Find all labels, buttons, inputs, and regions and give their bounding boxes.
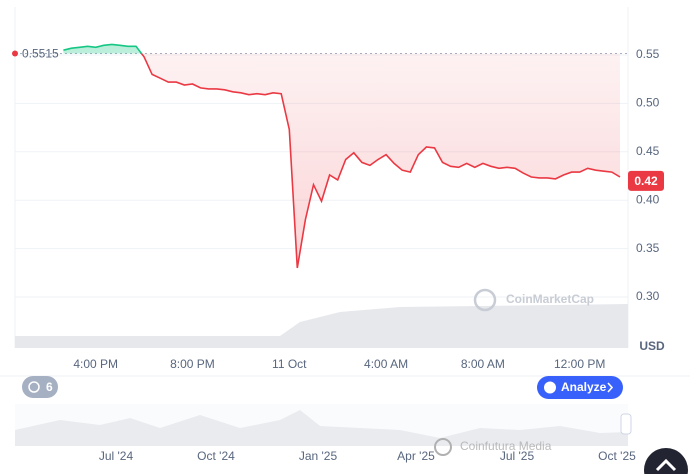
- line-down: [140, 53, 621, 269]
- x-tick-label: 8:00 AM: [461, 357, 505, 371]
- x-tick-label: 4:00 PM: [73, 357, 118, 371]
- navigator-area: [15, 410, 628, 446]
- badge-count: 6: [46, 380, 53, 394]
- watermark-icon: [434, 438, 452, 456]
- x-tick-label: 8:00 PM: [170, 357, 215, 371]
- x-tick-label: 11 Oct: [272, 357, 307, 371]
- y-tick-label: 0.35: [636, 241, 660, 255]
- plot: [15, 43, 628, 298]
- navigator-label: Oct '25: [598, 449, 636, 463]
- volume-area: [15, 304, 628, 348]
- baseline-label: 0.5515: [22, 47, 59, 61]
- y-tick-label: 0.55: [636, 47, 660, 61]
- button-label: Analyze: [561, 380, 607, 394]
- baseline-marker: [12, 50, 18, 57]
- navigator-label: Jan '25: [299, 449, 338, 463]
- badge[interactable]: 6: [22, 376, 58, 398]
- navigator-label: Jul '24: [99, 449, 134, 463]
- last-price-box: [628, 170, 664, 191]
- navigator-label: Apr '25: [397, 449, 435, 463]
- y-tick-label: 0.50: [636, 96, 660, 110]
- watermark: Coinfutura Media: [460, 439, 552, 453]
- scroll-top-icon: [655, 458, 677, 472]
- navigator-axis: Jul '24 Oct '24 Jan '25 Apr '25 Jul '25 Oct '…: [99, 449, 636, 463]
- navigator-label: Jul '25: [500, 449, 535, 463]
- x-tick-label: 12:00 PM: [554, 357, 605, 371]
- x-tick-label: 4:00 AM: [364, 357, 408, 371]
- y-tick-label: 0.45: [636, 144, 660, 158]
- analyze-button[interactable]: Analyze: [537, 376, 623, 399]
- unit-label: USD: [639, 339, 665, 353]
- logo: CoinMarketCap: [506, 292, 594, 306]
- y-tick-label: 0.30: [636, 289, 660, 303]
- area-down: [141, 53, 620, 268]
- y-tick-label: 0.40: [636, 192, 660, 206]
- navigator-handle[interactable]: [620, 413, 632, 435]
- logo-icon: [473, 288, 497, 312]
- navigator-label: Oct '24: [197, 449, 235, 463]
- last-price-label: 0.42: [634, 174, 658, 188]
